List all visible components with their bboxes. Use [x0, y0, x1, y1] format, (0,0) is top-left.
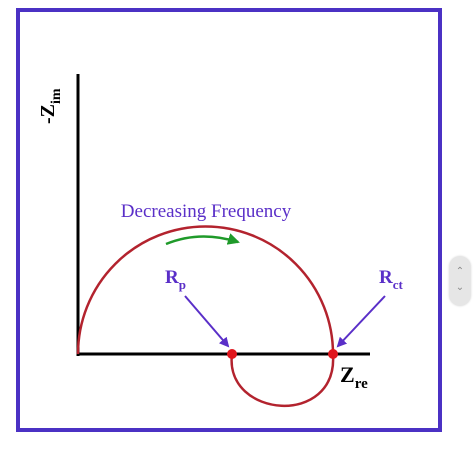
x-axis-label: Zre — [340, 362, 368, 392]
diagram-frame — [16, 8, 442, 432]
rct-point — [328, 349, 338, 359]
decreasing-frequency-label: Decreasing Frequency — [121, 201, 292, 222]
capacitive-semicircle — [76, 225, 335, 355]
rp-label: Rp — [165, 267, 186, 292]
rp-point — [227, 349, 237, 359]
chevron-up-icon[interactable]: ⌃ — [455, 266, 465, 277]
chevron-down-icon[interactable]: ⌄ — [455, 282, 465, 293]
y-axis-label: -Zim — [37, 88, 64, 124]
rct-label: Rct — [379, 267, 404, 292]
rct-pointer-arrow — [336, 295, 386, 348]
inductive-loop — [230, 353, 335, 407]
scroll-control[interactable]: ⌃ ⌄ — [449, 256, 471, 306]
frequency-arrow — [165, 233, 240, 246]
rp-pointer-arrow — [184, 295, 230, 348]
